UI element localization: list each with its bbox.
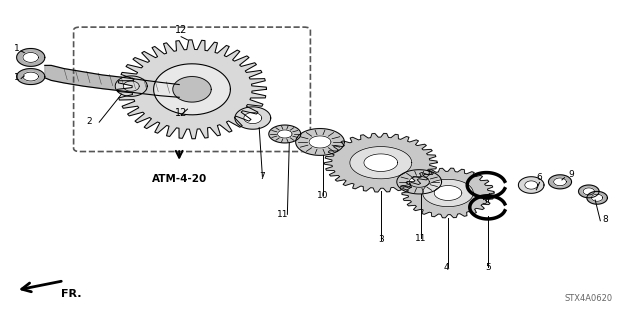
Polygon shape	[554, 178, 566, 186]
Polygon shape	[397, 170, 442, 194]
Text: 12: 12	[175, 26, 188, 35]
Polygon shape	[579, 185, 599, 198]
Text: 2: 2	[87, 117, 92, 126]
Text: 1: 1	[15, 44, 20, 53]
Polygon shape	[591, 194, 603, 201]
Text: 8: 8	[602, 215, 607, 224]
Text: 5: 5	[482, 197, 487, 206]
Polygon shape	[434, 186, 462, 200]
Text: 5: 5	[485, 263, 490, 271]
Polygon shape	[350, 146, 412, 179]
Polygon shape	[409, 176, 429, 187]
Polygon shape	[296, 129, 344, 155]
Polygon shape	[587, 191, 607, 204]
Polygon shape	[402, 168, 494, 218]
Polygon shape	[244, 113, 262, 123]
Polygon shape	[364, 154, 397, 172]
Polygon shape	[422, 179, 474, 207]
Polygon shape	[23, 72, 38, 81]
Text: 11: 11	[277, 210, 289, 219]
Polygon shape	[173, 77, 211, 102]
Polygon shape	[269, 125, 301, 143]
Text: 6: 6	[537, 173, 542, 182]
Text: ATM-4-20: ATM-4-20	[152, 174, 207, 184]
Polygon shape	[518, 177, 544, 193]
Text: 3: 3	[378, 235, 383, 244]
Text: 10: 10	[317, 191, 329, 200]
Text: FR.: FR.	[61, 289, 81, 299]
Text: 12: 12	[175, 108, 188, 118]
Text: 1: 1	[15, 73, 20, 82]
Polygon shape	[309, 136, 331, 148]
Polygon shape	[154, 64, 230, 115]
Text: 9: 9	[569, 170, 574, 179]
Polygon shape	[235, 107, 271, 129]
Polygon shape	[118, 40, 266, 139]
Polygon shape	[45, 65, 179, 97]
Text: STX4A0620: STX4A0620	[564, 294, 613, 303]
Polygon shape	[548, 175, 572, 189]
Polygon shape	[278, 130, 292, 138]
Text: 11: 11	[415, 234, 427, 243]
Polygon shape	[23, 53, 38, 62]
Polygon shape	[17, 69, 45, 85]
Polygon shape	[115, 76, 147, 96]
Polygon shape	[124, 81, 140, 91]
Polygon shape	[17, 48, 45, 66]
Text: 7: 7	[260, 172, 265, 181]
Text: 4: 4	[444, 263, 449, 271]
Polygon shape	[324, 133, 437, 192]
Polygon shape	[583, 188, 595, 195]
Polygon shape	[525, 181, 538, 189]
